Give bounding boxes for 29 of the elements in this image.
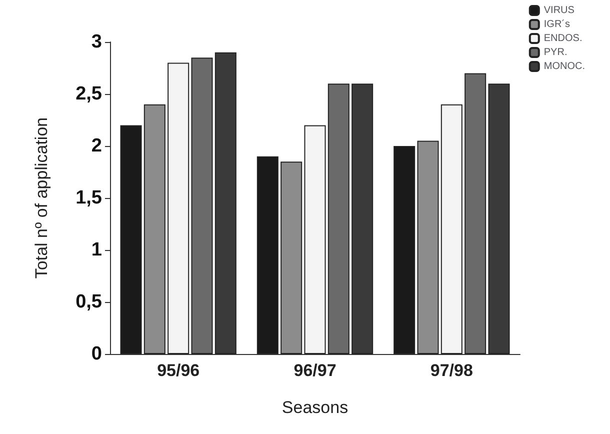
bar: [394, 146, 416, 354]
bar: [464, 73, 486, 354]
x-tick-label: 96/97: [294, 361, 336, 380]
x-axis-title: Seasons: [282, 398, 348, 417]
bar: [191, 58, 213, 354]
bar: [120, 125, 142, 354]
y-axis-title: Total nº of application: [32, 117, 51, 279]
y-tick-label: 0,5: [76, 292, 102, 312]
bar: [328, 84, 350, 354]
bar: [304, 125, 326, 354]
bar: [144, 104, 166, 354]
legend-label: PYR.: [544, 47, 568, 58]
y-tick-label: 1,5: [76, 188, 102, 208]
legend-label: ENDOS.: [544, 33, 582, 44]
x-tick-label: 97/98: [430, 361, 473, 380]
legend-label: IGR´s: [544, 19, 570, 30]
bar: [280, 162, 302, 354]
x-tick-label: 95/96: [157, 361, 200, 380]
y-tick-label: 1: [91, 240, 102, 260]
bar: [440, 104, 462, 354]
bar: [417, 140, 439, 354]
y-tick-label: 2,5: [76, 84, 102, 104]
y-tick-label: 2: [91, 136, 102, 156]
legend-label: MONOC.: [544, 61, 585, 72]
bar: [256, 156, 278, 354]
bar: [168, 62, 190, 354]
y-tick-label: 3: [91, 32, 102, 52]
legend-label: VIRUS: [544, 5, 575, 16]
y-tick-label: 0: [91, 344, 102, 364]
